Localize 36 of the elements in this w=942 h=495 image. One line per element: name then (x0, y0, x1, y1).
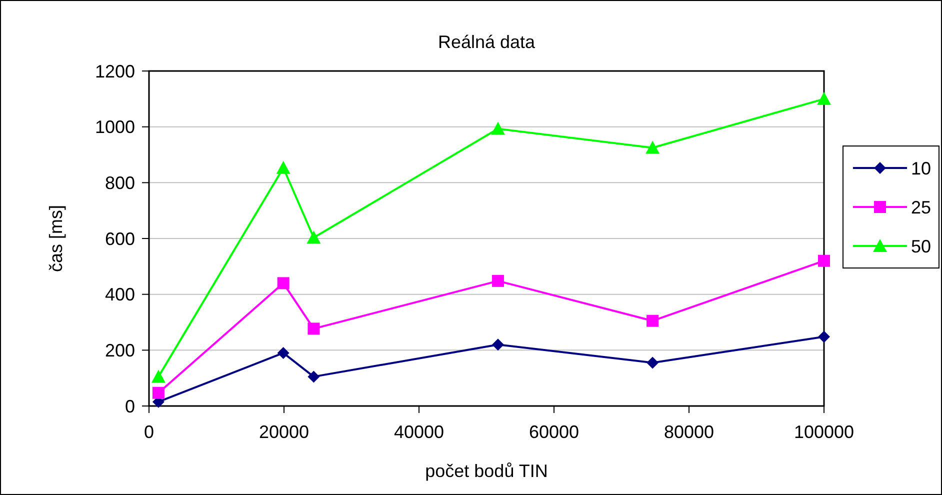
point (277, 277, 290, 290)
point (818, 254, 830, 267)
x-tick-label: 80000 (664, 422, 714, 442)
point (277, 346, 290, 359)
legend-label: 50 (911, 236, 932, 256)
y-tick-label: 0 (124, 396, 135, 416)
point (306, 230, 321, 244)
point (492, 338, 504, 351)
legend-label: 10 (911, 158, 932, 178)
y-tick-label: 800 (104, 172, 135, 193)
point (152, 386, 164, 399)
y-tick-label: 1000 (94, 117, 135, 138)
point (818, 330, 830, 343)
point (490, 122, 505, 135)
y-tick-label: 200 (104, 340, 135, 360)
x-tick-label: 20000 (258, 422, 310, 442)
y-tick-label: 1200 (94, 61, 135, 82)
x-axis-title: počet bodů TIN (425, 461, 548, 481)
x-tick-label: 40000 (394, 422, 444, 442)
point (492, 274, 504, 287)
point (646, 314, 659, 327)
x-tick-label: 60000 (528, 422, 580, 442)
point (276, 160, 290, 174)
y-axis-title: čas [ms] (46, 204, 66, 272)
x-tick-label: 100000 (794, 422, 854, 442)
chart-title: Reálná data (438, 32, 536, 52)
point (308, 322, 320, 335)
point (151, 370, 166, 383)
legend-label: 25 (911, 197, 932, 218)
y-tick-label: 600 (104, 228, 135, 249)
point (817, 92, 831, 105)
point (646, 140, 660, 154)
point (308, 370, 320, 383)
y-tick-label: 400 (104, 284, 135, 305)
x-tick-label: 0 (144, 422, 154, 442)
point (646, 356, 659, 369)
